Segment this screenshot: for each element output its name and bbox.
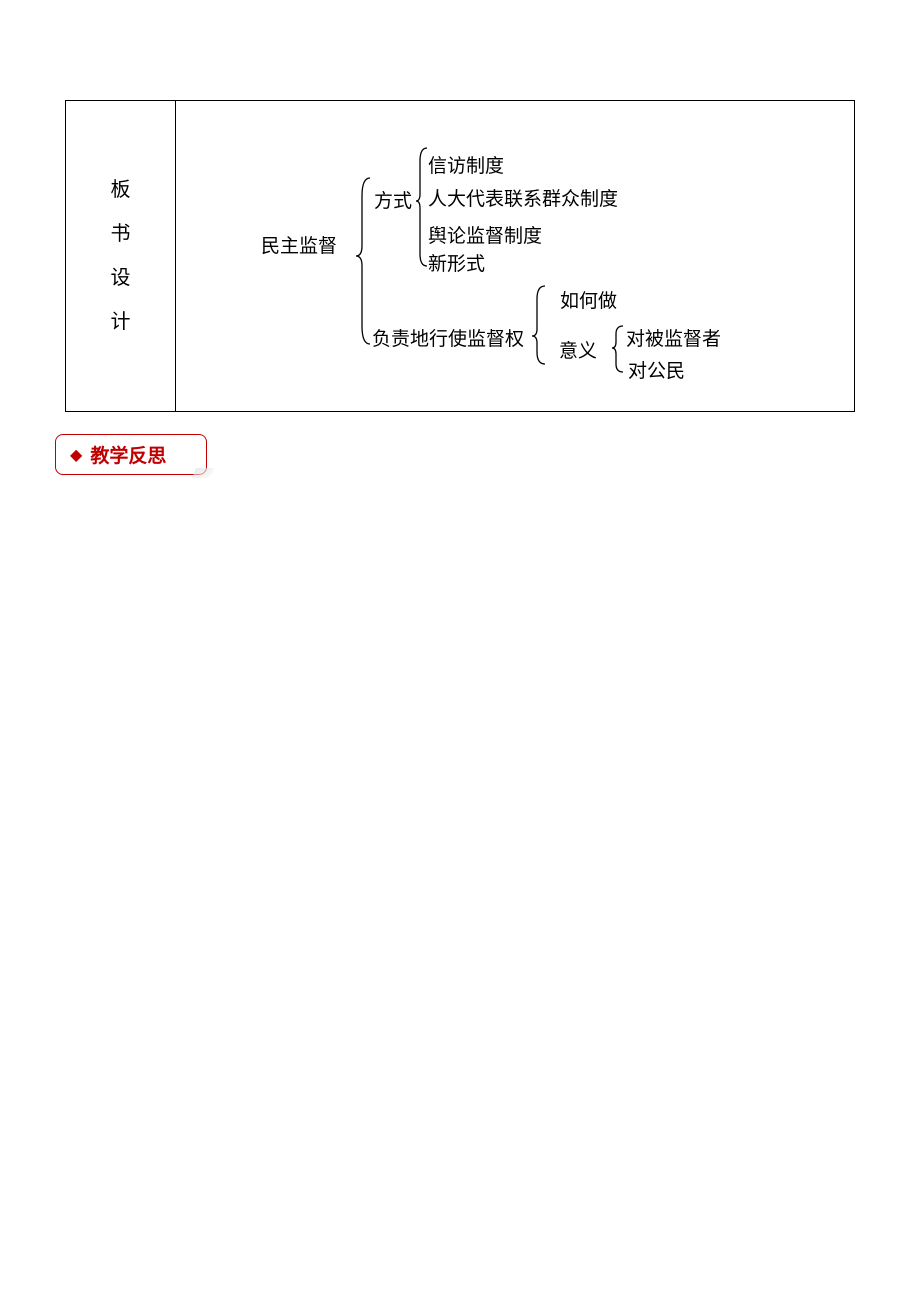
root-node: 民主监督 <box>261 231 337 258</box>
page-container: 板 书 设 计 民主监督 方式 <box>0 0 920 475</box>
tree-diagram: 民主监督 方式 信访制度 人大代表联系群众制度 舆论监督制度 新 <box>196 126 834 376</box>
brace-main <box>354 176 374 346</box>
branch2-item: 如何做 <box>560 286 617 313</box>
label-char: 计 <box>111 311 131 333</box>
label-cell: 板 书 设 计 <box>66 101 176 412</box>
branch1-label: 方式 <box>374 186 412 213</box>
vertical-label: 板 书 设 计 <box>111 168 131 344</box>
branch1-item: 信访制度 <box>428 151 504 178</box>
branch1-item: 新形式 <box>428 249 485 276</box>
label-char: 书 <box>111 223 131 245</box>
label-char: 设 <box>111 267 131 289</box>
badge-container: ◆ 教学反思 <box>55 434 855 475</box>
branch1-item: 舆论监督制度 <box>428 221 542 248</box>
label-char: 板 <box>111 179 131 201</box>
table-row: 板 书 设 计 民主监督 方式 <box>66 101 855 412</box>
badge-shadow <box>193 468 215 478</box>
reflection-badge: ◆ 教学反思 <box>55 434 207 475</box>
sub2-item: 对被监督者 <box>626 324 721 351</box>
brace-branch2 <box>530 284 548 366</box>
diamond-icon: ◆ <box>70 445 82 465</box>
branch2-label: 负责地行使监督权 <box>372 324 524 351</box>
branch1-item: 人大代表联系群众制度 <box>428 184 618 211</box>
design-table: 板 书 设 计 民主监督 方式 <box>65 100 855 412</box>
content-cell: 民主监督 方式 信访制度 人大代表联系群众制度 舆论监督制度 新 <box>176 101 855 412</box>
brace-sub2 <box>610 324 626 374</box>
badge-text: 教学反思 <box>90 441 166 468</box>
branch2-item: 意义 <box>559 336 597 363</box>
sub2-item: 对公民 <box>628 356 685 383</box>
